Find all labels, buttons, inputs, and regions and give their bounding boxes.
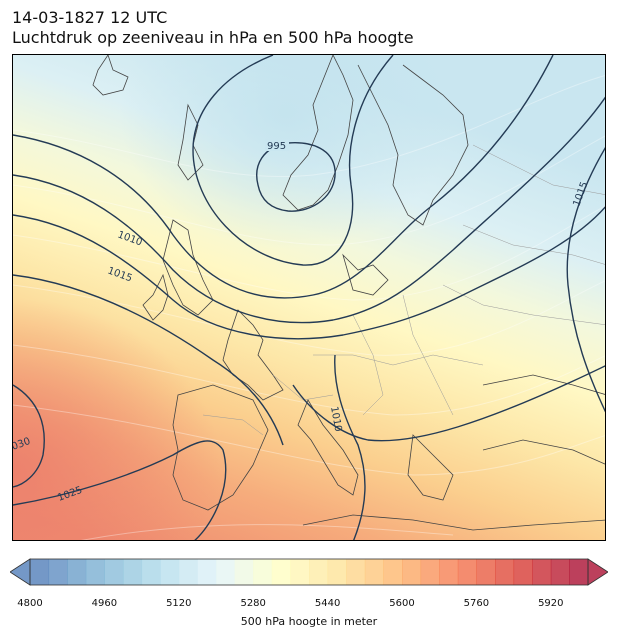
colorbar-segment — [383, 559, 403, 585]
isobar-1020 — [13, 274, 284, 446]
colorbar-segment — [216, 559, 236, 585]
coastlines — [92, 55, 605, 531]
colorbar-segment — [476, 559, 496, 585]
colorbar-segment — [513, 559, 533, 585]
isobar-1025 — [13, 440, 227, 540]
isobars — [13, 55, 605, 540]
colorbar-segment — [85, 559, 105, 585]
colorbar-segment — [327, 559, 347, 585]
colorbar-segment — [439, 559, 459, 585]
colorbar-segment — [141, 559, 161, 585]
isobar-1010-north — [13, 96, 605, 324]
colorbar-segment — [402, 559, 422, 585]
colorbar-segment — [532, 559, 552, 585]
colorbar-tick-label: 5920 — [538, 598, 564, 609]
colorbar-segments — [30, 559, 589, 585]
colorbar-tick-label: 5120 — [166, 598, 192, 609]
isobar-label-1010-south: 1010 — [328, 406, 343, 433]
colorbar-segment — [420, 559, 440, 585]
colorbar-segment — [67, 559, 87, 585]
colorbar-tick-label: 5760 — [463, 598, 490, 609]
high-pressure-shading — [13, 55, 605, 540]
colorbar-tick-label: 5280 — [240, 598, 266, 609]
colorbar-extend-left — [10, 559, 30, 585]
colorbar-segment — [271, 559, 291, 585]
isobar-label-995: 995 — [267, 141, 286, 152]
colorbar-segment — [495, 559, 515, 585]
colorbar-segment — [569, 559, 589, 585]
colorbar-segment — [30, 559, 50, 585]
colorbar-segment — [234, 559, 254, 585]
map-canvas: 995 1010 1015 1010 1015 1025 030 — [13, 55, 605, 540]
colorbar-label: 500 hPa hoogte in meter — [240, 615, 378, 628]
isobar-1005 — [13, 55, 554, 299]
colorbar-segment — [160, 559, 180, 585]
colorbar — [10, 558, 608, 586]
isobar-1030 — [13, 384, 45, 488]
colorbar-segment — [253, 559, 273, 585]
map-title: 14-03-1827 12 UTC Luchtdruk op zeeniveau… — [12, 8, 414, 48]
colorbar-segment — [457, 559, 477, 585]
colorbar-tick-label: 4960 — [91, 598, 118, 609]
colorbar-segment — [550, 559, 570, 585]
colorbar-extend-left-outline — [10, 558, 31, 586]
colorbar-tick-label: 5600 — [389, 598, 415, 609]
isobar-1000 — [192, 55, 394, 266]
weather-map: 995 1010 1015 1010 1015 1025 030 — [12, 54, 606, 541]
colorbar-segment — [197, 559, 217, 585]
colorbar-segment — [290, 559, 310, 585]
colorbar-tick-label: 5440 — [314, 598, 341, 609]
isobar-1015-south — [292, 365, 605, 442]
colorbar-segment — [178, 559, 198, 585]
title-datetime: 14-03-1827 12 UTC — [12, 8, 168, 27]
colorbar-segment — [48, 559, 68, 585]
colorbar-tick-label: 4800 — [17, 598, 43, 609]
isobar-1015-north — [13, 206, 605, 340]
colorbar-segment — [123, 559, 143, 585]
colorbar-extend-right — [588, 559, 608, 585]
colorbar-segment — [346, 559, 366, 585]
colorbar-segment — [104, 559, 124, 585]
country-borders — [202, 144, 605, 436]
title-description: Luchtdruk op zeeniveau in hPa en 500 hPa… — [12, 28, 414, 47]
label-bg — [265, 139, 289, 151]
isobar-1010-south — [334, 354, 366, 540]
colorbar-segment — [309, 559, 329, 585]
height-bands — [13, 75, 605, 540]
colorbar-extend-right-outline — [587, 558, 608, 586]
isobar-east — [566, 147, 605, 413]
colorbar-segment — [364, 559, 384, 585]
